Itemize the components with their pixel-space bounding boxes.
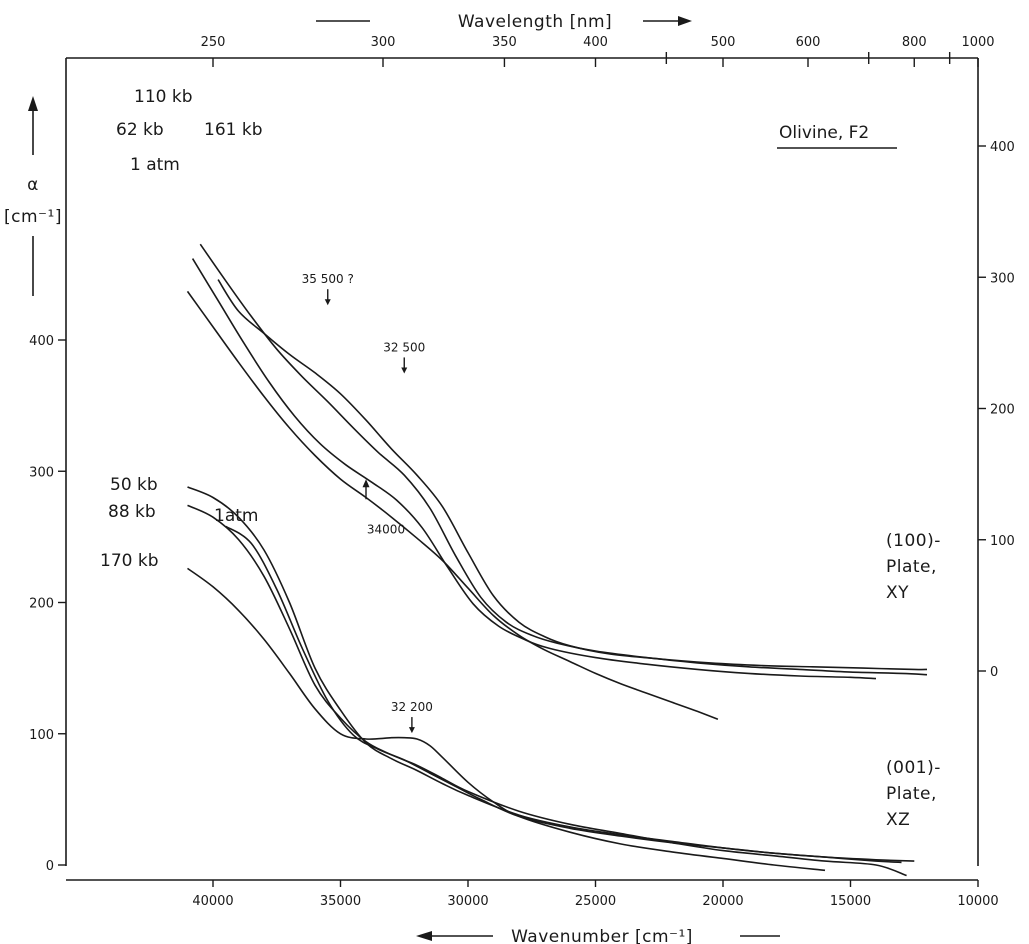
series-label: 88 kb <box>108 502 156 522</box>
bottom-tick-label: 15000 <box>830 894 871 909</box>
right-tick-label: 100 <box>990 534 1015 549</box>
arrow-down-icon <box>401 367 408 374</box>
bottom-tick-label: 25000 <box>575 894 616 909</box>
left-axis-symbol: α <box>27 175 39 195</box>
top-tick-label: 1000 <box>961 35 994 50</box>
left-axis-arrow-icon <box>28 96 38 111</box>
series-line <box>186 290 719 721</box>
left-tick-label: 300 <box>29 465 54 480</box>
right-tick-label: 300 <box>990 271 1015 286</box>
bottom-tick-label: 40000 <box>192 894 233 909</box>
annotation-label: 35 500 ? <box>302 272 354 286</box>
series-line <box>199 243 928 676</box>
top-tick-label: 500 <box>711 35 736 50</box>
series-label: 62 kb <box>116 120 164 140</box>
annotations: 35 500 ? 32 500 34000 32 200 (100)- Plate, XY (… <box>302 272 941 830</box>
series-line <box>187 504 907 877</box>
left-tick-label: 200 <box>29 597 54 612</box>
series-label: 110 kb <box>134 87 193 107</box>
plate-label: (001)- <box>886 758 941 778</box>
series-label: 1atm <box>214 506 258 526</box>
bottom-axis-arrow-icon <box>416 931 432 941</box>
bottom-tick-label: 10000 <box>957 894 998 909</box>
arrow-up-icon <box>362 479 370 488</box>
series-layer: 110 kb 161 kb 62 kb 1 atm 50 kb 88 kb 1atm 170 … <box>100 87 928 877</box>
annotation-label: 32 200 <box>391 700 433 714</box>
series-label: 161 kb <box>204 120 263 140</box>
series-line <box>217 279 928 671</box>
left-tick-label: 0 <box>46 859 54 874</box>
plate-label: Plate, <box>886 557 937 577</box>
top-axis-title: Wavelength [nm] <box>458 12 612 32</box>
top-tick-label: 250 <box>201 35 226 50</box>
left-axis-unit: [cm⁻¹] <box>4 207 62 227</box>
chart-title: Olivine, F2 <box>779 123 869 143</box>
series-line <box>187 486 915 862</box>
left-tick-label: 100 <box>29 728 54 743</box>
series-line <box>187 567 826 872</box>
annotation-label: 34000 <box>367 522 405 536</box>
right-tick-label: 200 <box>990 403 1015 418</box>
plate-label: (100)- <box>886 531 941 551</box>
annotation-label: 32 500 <box>383 340 425 354</box>
series-line <box>225 525 902 864</box>
arrow-down-icon <box>408 727 415 734</box>
top-tick-label: 350 <box>492 35 517 50</box>
series-line <box>191 258 877 680</box>
right-tick-label: 0 <box>990 665 998 680</box>
series-label: 170 kb <box>100 551 159 571</box>
left-tick-label: 400 <box>29 334 54 349</box>
top-tick-label: 300 <box>371 35 396 50</box>
plate-label: Plate, <box>886 784 937 804</box>
bottom-tick-label: 20000 <box>702 894 743 909</box>
bottom-axis-title: Wavenumber [cm⁻¹] <box>511 927 693 944</box>
series-label: 50 kb <box>110 475 158 495</box>
bottom-tick-label: 35000 <box>320 894 361 909</box>
series-label: 1 atm <box>130 155 180 175</box>
right-tick-label: 400 <box>990 140 1015 155</box>
arrow-down-icon <box>324 299 331 306</box>
plate-label: XZ <box>886 810 910 830</box>
bottom-tick-label: 30000 <box>447 894 488 909</box>
top-tick-label: 800 <box>902 35 927 50</box>
top-tick-label: 600 <box>796 35 821 50</box>
plate-label: XY <box>886 583 909 603</box>
top-tick-label: 400 <box>583 35 608 50</box>
top-axis-arrow-icon <box>678 16 692 26</box>
